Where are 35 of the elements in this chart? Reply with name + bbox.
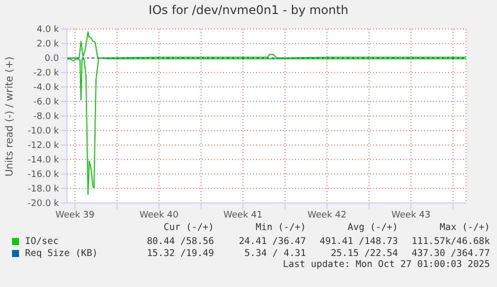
y-tick-label: -10.0 k <box>28 126 60 137</box>
legend-label: IO/sec <box>24 236 60 246</box>
y-tick-label: 4.0 k <box>36 25 60 36</box>
text: Max (-/+) <box>438 222 490 235</box>
text: 111.57k/46.68k <box>410 236 490 246</box>
y-tick-label: -2.0 k <box>33 68 60 79</box>
y-tick-label: 2.0 k <box>36 40 60 50</box>
text: 80.44 /58.56 <box>146 236 214 246</box>
y-tick-label: -8.0 k <box>33 112 60 122</box>
x-tick-label: Week 43 <box>392 210 430 220</box>
y-tick-label: -6.0 k <box>33 98 60 108</box>
text: Avg (-/+) <box>346 222 398 235</box>
y-tick-label: -16.0 k <box>28 170 60 180</box>
text: 491.41 /148.73 <box>318 236 398 246</box>
y-tick-label: -18.0 k <box>28 184 60 195</box>
text: 15.32 /19.49 <box>146 248 214 258</box>
y-tick-label: -20.0 k <box>28 199 60 210</box>
x-tick-label: Week 40 <box>140 210 179 220</box>
text: Last update: Mon Oct 27 01:00:03 2025 <box>282 259 490 271</box>
text: Cur (-/+) <box>162 222 214 235</box>
y-tick-label: -12.0 k <box>28 141 60 152</box>
y-tick-label: 0.0 <box>44 54 60 64</box>
y-axis-title: Units read (-) / write (+) <box>4 56 16 177</box>
chart-title: IOs for /dev/nvme0n1 - by month <box>148 3 350 17</box>
x-tick-label: Week 39 <box>56 210 95 220</box>
text: 437.30 /364.77 <box>410 248 490 258</box>
y-tick-label: -4.0 k <box>33 83 60 94</box>
legend-label: Req Size (KB) <box>24 248 99 258</box>
y-tick-label: -14.0 k <box>28 156 60 166</box>
text: Min (-/+) <box>254 222 306 235</box>
text: 25.15 /22.54 <box>330 248 398 258</box>
x-tick-label: Week 42 <box>308 210 346 220</box>
x-tick-label: Week 41 <box>224 210 262 220</box>
text: 24.41 /36.47 <box>238 236 306 246</box>
text: 5.34 / 4.31 <box>243 248 306 258</box>
